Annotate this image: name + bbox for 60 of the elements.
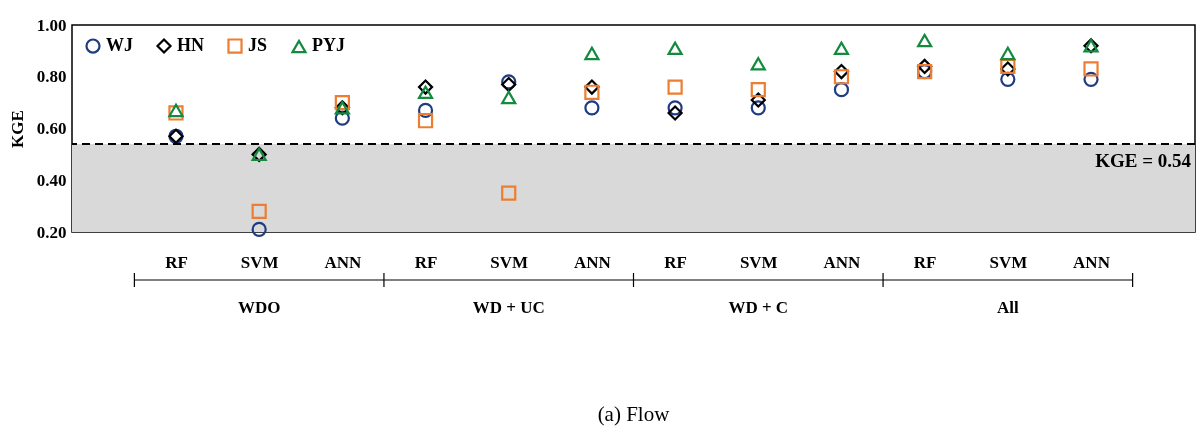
point (667, 41, 683, 56)
point (417, 85, 434, 100)
y-tick-label: 0.40 (36, 170, 67, 190)
text: All (996, 298, 1019, 317)
legend-label: PYJ (312, 35, 345, 56)
x-tick-label: ANN (823, 252, 862, 272)
point (750, 82, 766, 98)
point (833, 69, 850, 85)
x-tick-label: SVM (490, 252, 529, 272)
x-tick-label: RF (664, 252, 687, 272)
legend-label: HN (177, 35, 204, 56)
point (667, 79, 683, 95)
point (334, 110, 350, 126)
point (251, 203, 267, 219)
point (1000, 46, 1016, 61)
point (667, 100, 683, 116)
point (750, 92, 766, 108)
y-tick-label: 0.60 (36, 119, 67, 138)
text: (a) Flow (597, 402, 671, 426)
point (584, 46, 600, 61)
point (750, 57, 766, 71)
x-tick-label: SVM (989, 252, 1028, 272)
point (417, 113, 434, 129)
point (501, 90, 517, 105)
y-axis-title: KGE (7, 110, 27, 148)
point (1000, 71, 1016, 87)
legend-label: JS (248, 35, 268, 56)
x-tick-label: ANN (324, 252, 362, 272)
x-tick-label: ANN (1073, 252, 1111, 272)
point (833, 82, 850, 98)
text: WD + C (728, 298, 789, 317)
point (833, 63, 850, 80)
point (584, 79, 600, 95)
y-tick-label: 0.80 (36, 67, 67, 87)
text: WD + UC (472, 298, 545, 317)
point (917, 33, 933, 48)
point (501, 185, 517, 201)
y-tick-label: 0.20 (36, 222, 67, 242)
x-tick-label: RF (913, 252, 937, 272)
x-tick-label: RF (414, 252, 438, 272)
point (1083, 61, 1099, 77)
x-tick-label: SVM (739, 252, 778, 272)
point (1083, 71, 1099, 87)
point (584, 84, 600, 100)
point (417, 79, 434, 95)
y-tick-label: 1.00 (36, 15, 67, 35)
x-tick-label: RF (165, 252, 188, 272)
point (833, 41, 850, 56)
text: WDO (237, 298, 281, 317)
point (334, 95, 350, 111)
x-tick-label: SVM (240, 252, 279, 272)
point (667, 105, 683, 121)
x-tick-label: ANN (573, 252, 612, 272)
point (917, 58, 933, 75)
point (750, 100, 766, 116)
point (251, 221, 267, 238)
point (417, 102, 434, 118)
legend-label: WJ (106, 35, 133, 56)
ref-line-label: KGE = 0.54 (1095, 150, 1192, 172)
point (584, 100, 600, 116)
